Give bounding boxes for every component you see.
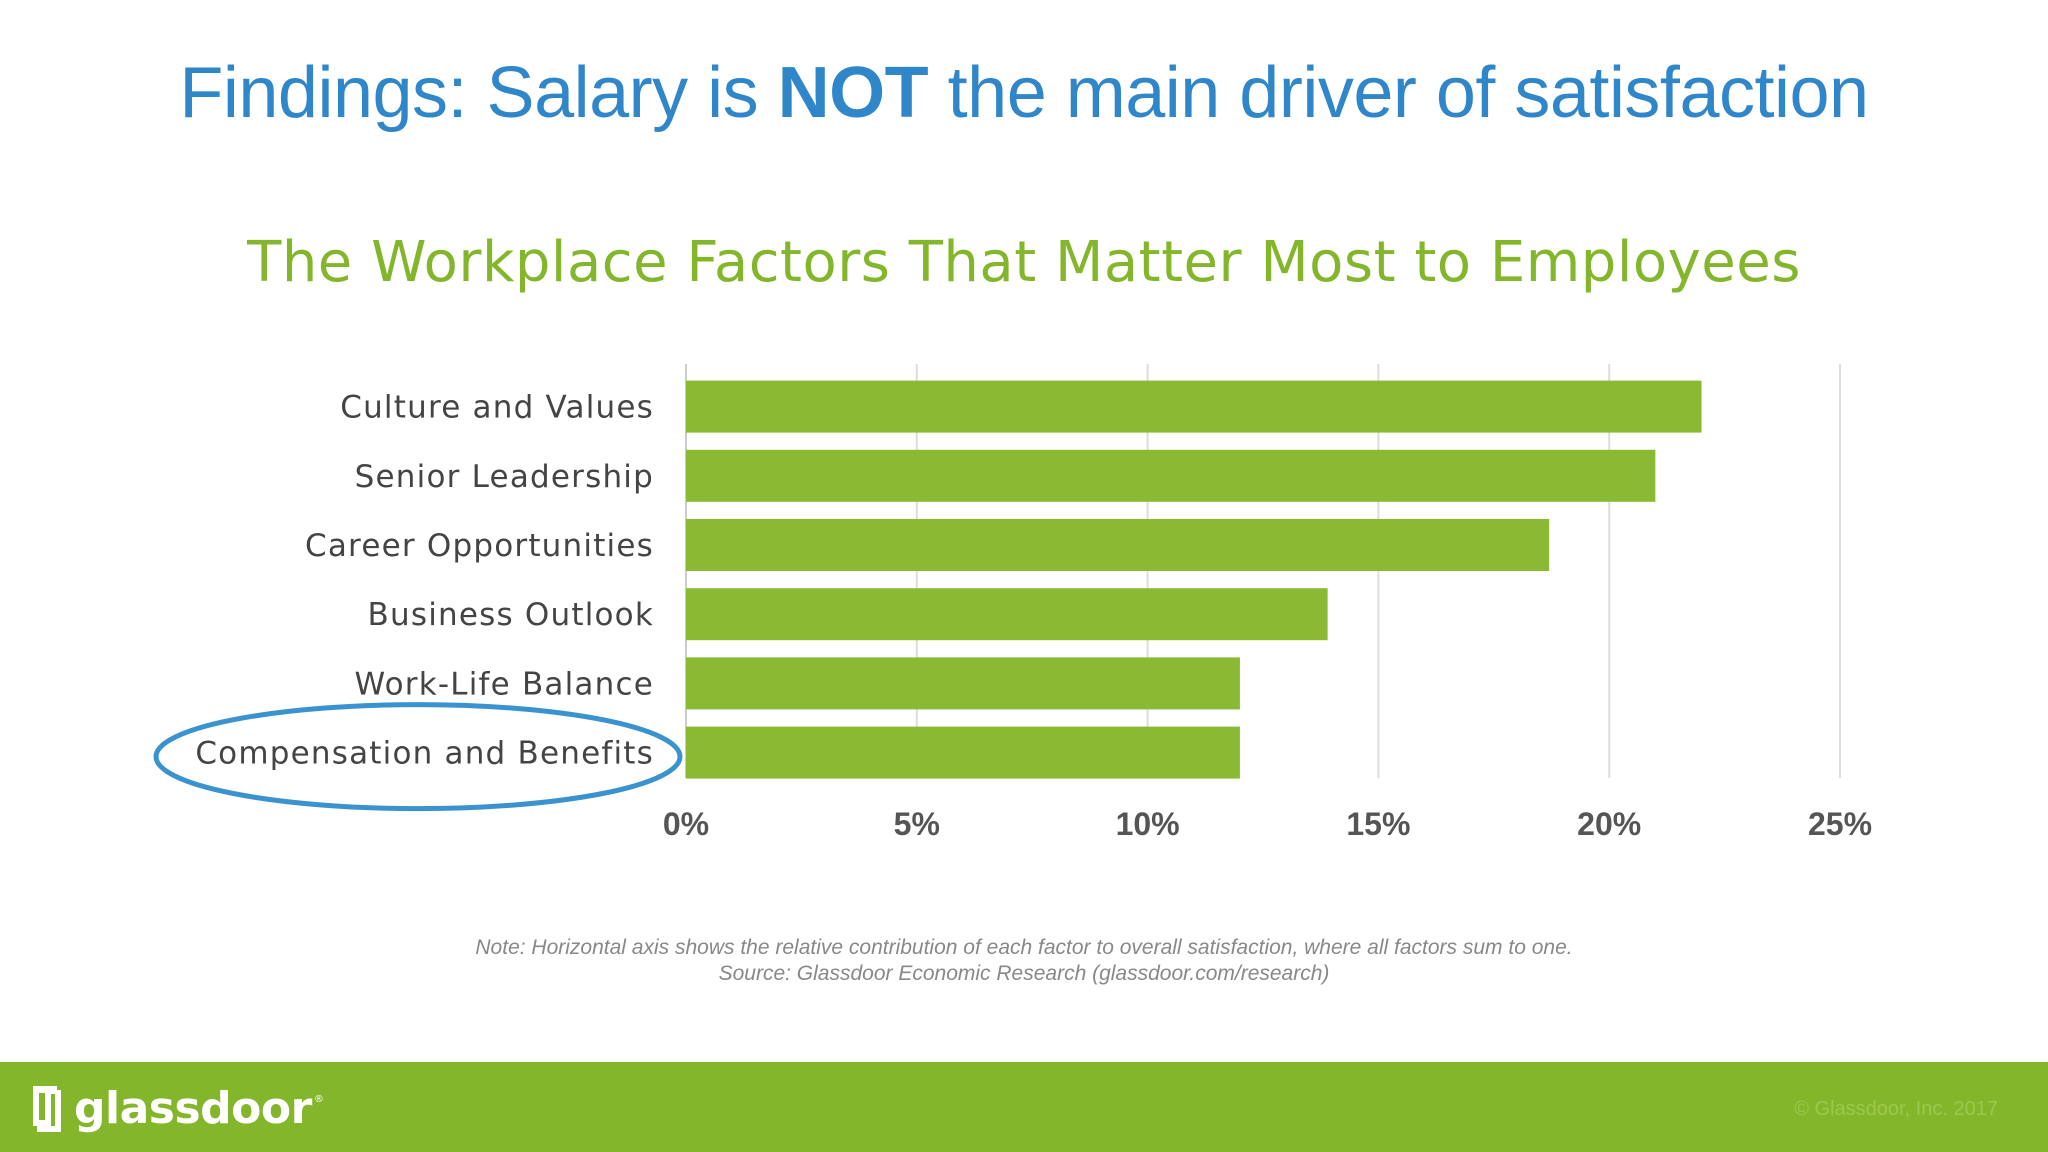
slide-title-suffix: the main driver of satisfaction [928,53,1869,133]
x-tick-label: 10% [1116,806,1180,842]
category-label: Compensation and Benefits [195,736,654,772]
category-label: Business Outlook [368,597,654,633]
bar-chart: Culture and Values Senior Leadership Caree… [153,364,1872,842]
bar [686,519,1550,571]
category-label: Culture and Values [340,390,654,426]
bar [686,449,1656,502]
logo-wordmark: glassdoor [74,1082,312,1134]
footer-band [0,1062,2048,1152]
highlight-ellipse [153,702,683,812]
chart-title: The Workplace Factors That Matter Most t… [247,230,1801,295]
category-label: Senior Leadership [355,459,654,495]
bar [686,588,1328,641]
copyright-text: © Glassdoor, Inc. 2017 [1794,1098,1998,1120]
category-label: Work-Life Balance [355,666,654,702]
slide-title-prefix: Findings: Salary is [179,53,778,133]
chart-source: Source: Glassdoor Economic Research (gla… [718,962,1330,985]
slide-title-emphasis: NOT [777,53,929,133]
slide-title: Findings: Salary is NOT the main driver … [0,52,2048,134]
chart-note: Note: Horizontal axis shows the relative… [475,936,1573,959]
glassdoor-door-icon [33,1086,61,1132]
x-tick-label: 0% [663,806,709,842]
x-tick-label: 25% [1808,806,1872,842]
x-tick-label: 15% [1346,806,1410,842]
x-tick-label: 20% [1577,806,1641,842]
category-label: Career Opportunities [305,528,654,564]
bar [686,657,1240,710]
x-tick-label: 5% [894,806,940,842]
glassdoor-logo: glassdoor ® [30,1080,324,1136]
logo-registered-mark: ® [313,1094,324,1105]
bar [686,726,1240,779]
bar [686,380,1702,433]
